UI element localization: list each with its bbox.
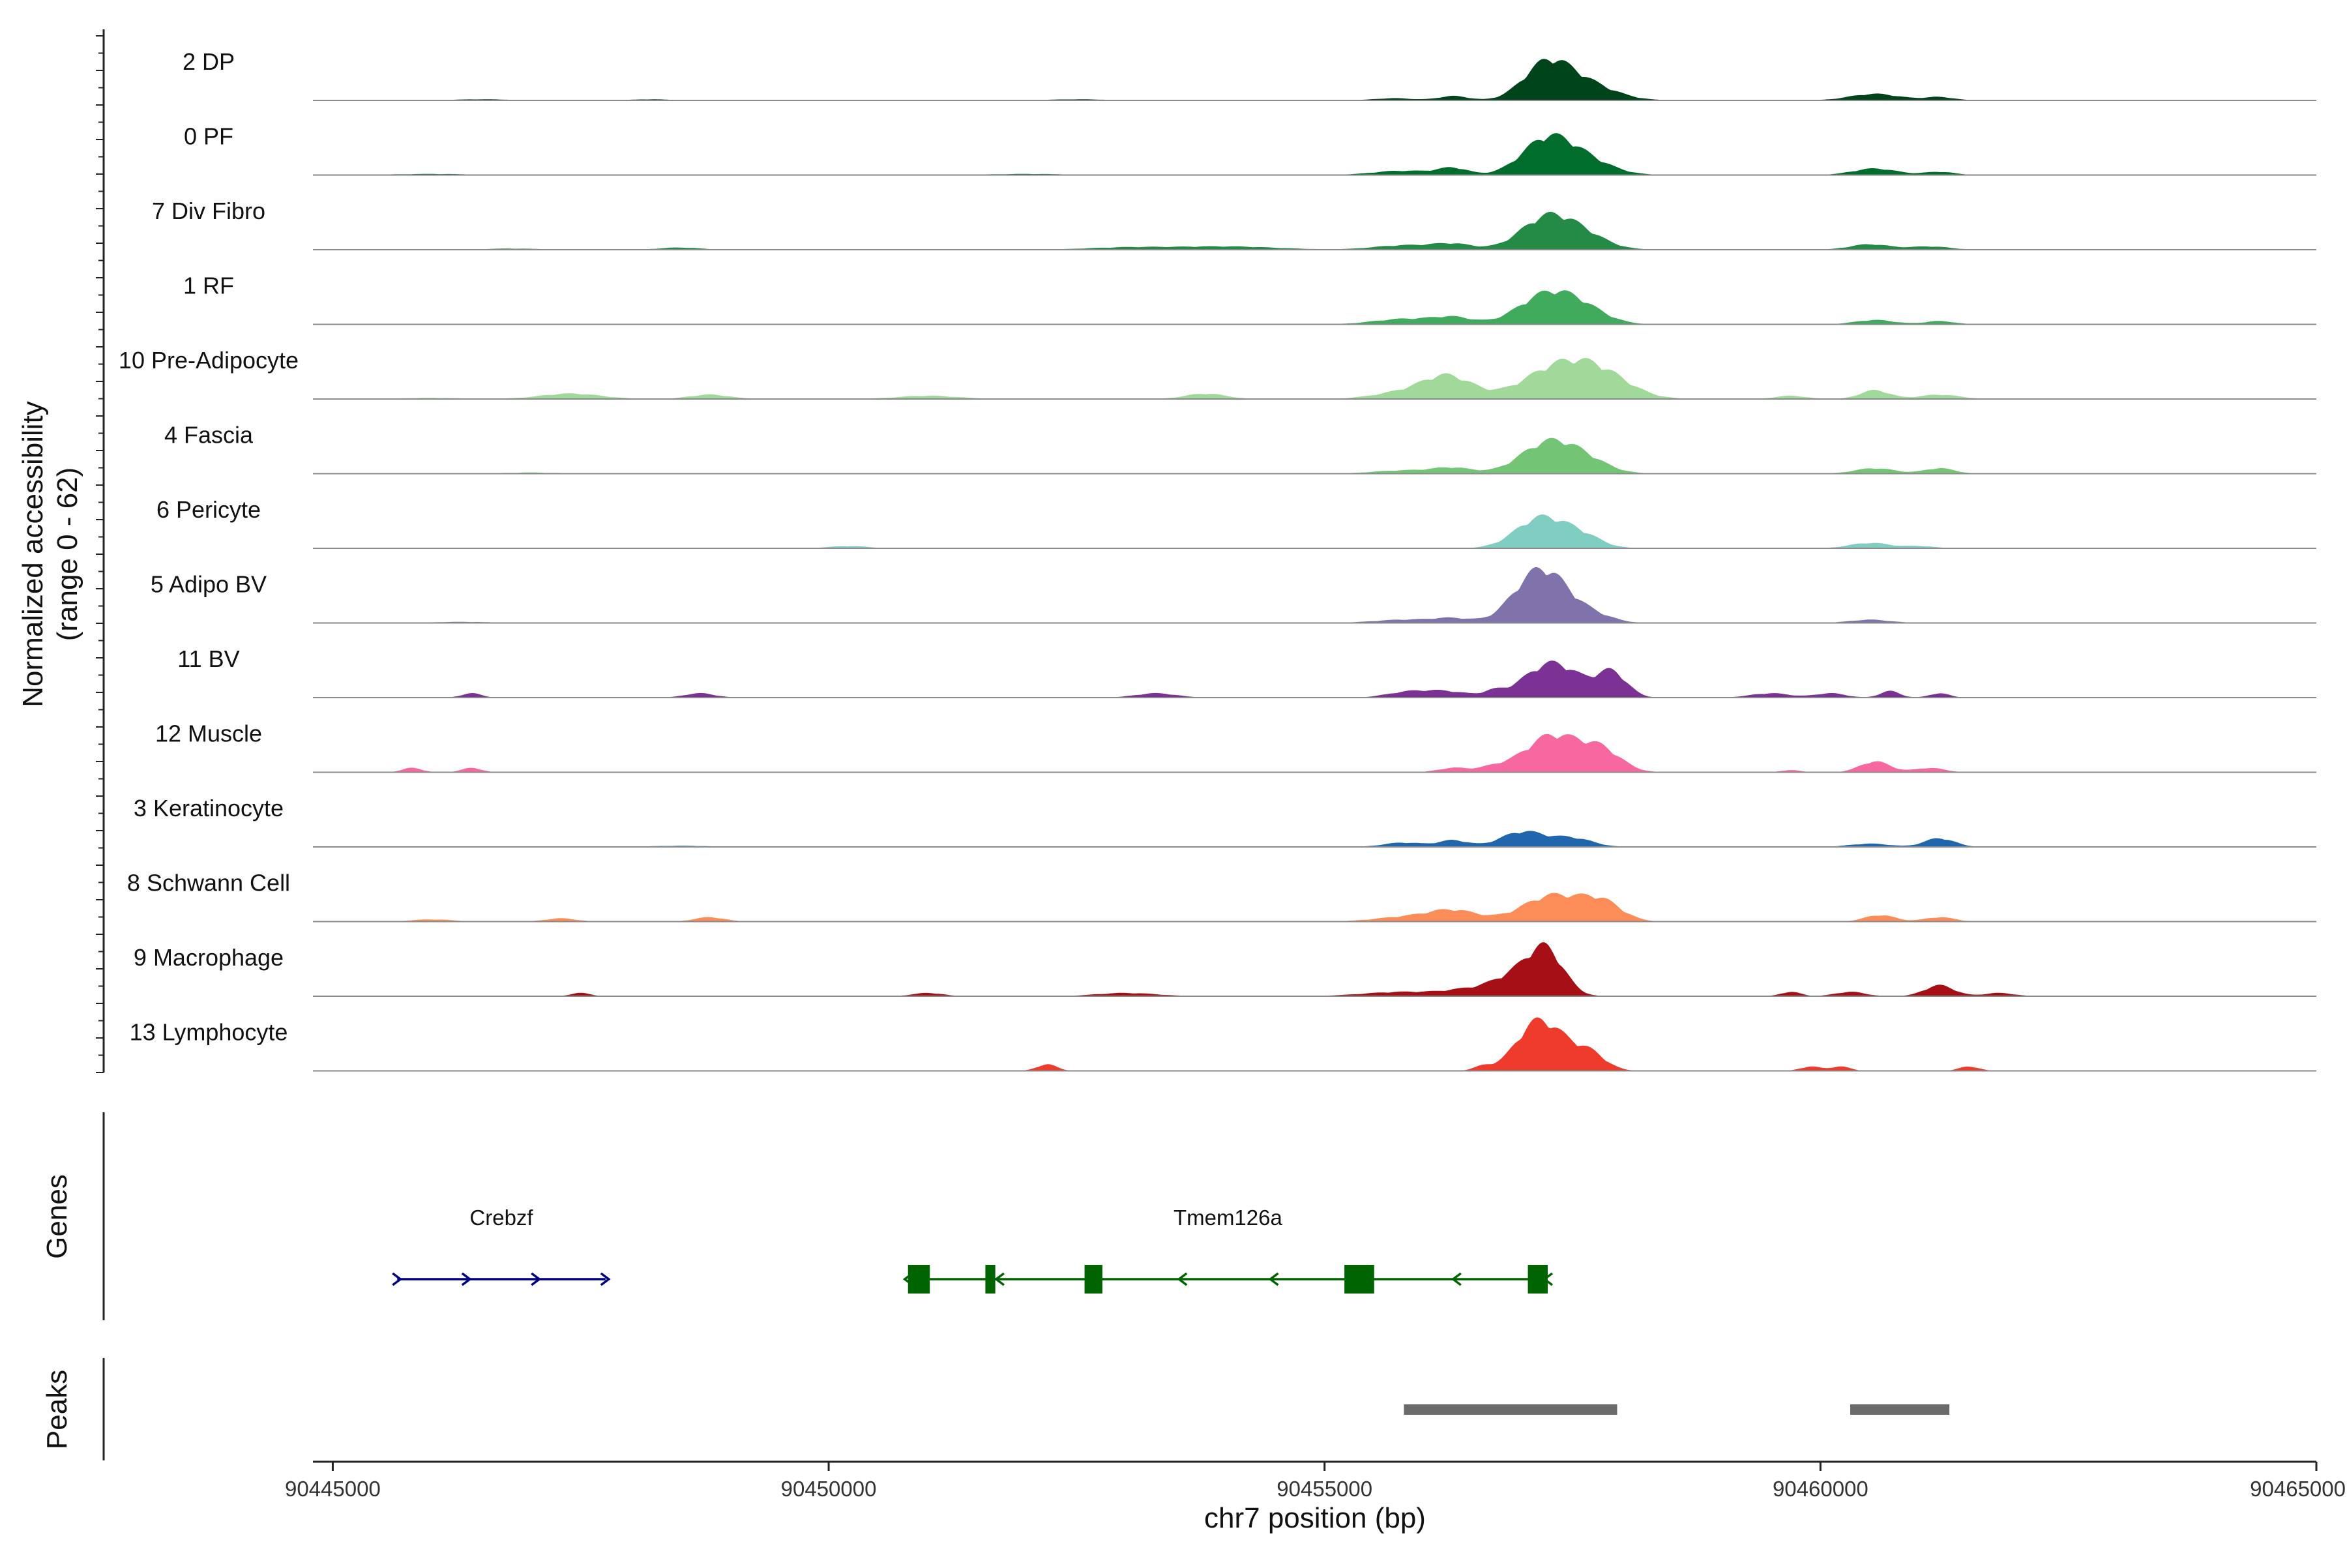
gene-label: Tmem126a xyxy=(1174,1206,1283,1230)
gene-label: Crebzf xyxy=(469,1206,533,1230)
strand-arrow xyxy=(531,1272,542,1286)
track-12: 8 Schwann Cell xyxy=(127,870,2316,923)
y-axis-range-label: (range 0 - 62) xyxy=(52,467,83,642)
gene-tmem126a: Tmem126a xyxy=(902,1206,1554,1294)
exon-block xyxy=(908,1265,930,1294)
track-2: 0 PF xyxy=(184,123,2316,176)
track-4: 1 RF xyxy=(183,273,2316,325)
track-14: 13 Lymphocyte xyxy=(130,1017,2316,1072)
exon-block xyxy=(985,1265,996,1294)
y-axis-title: Normalized accessibility xyxy=(17,401,49,707)
track-3: 7 Div Fibro xyxy=(152,198,2316,250)
exon-block xyxy=(1344,1265,1374,1294)
strand-arrow xyxy=(1177,1272,1188,1286)
track-label: 2 DP xyxy=(183,48,235,75)
track-13: 9 Macrophage xyxy=(134,942,2316,997)
track-label: 4 Fascia xyxy=(164,422,254,449)
genes-axis-title: Genes xyxy=(41,1174,73,1259)
exon-block xyxy=(1084,1265,1102,1294)
track-label: 8 Schwann Cell xyxy=(127,870,290,896)
track-11: 3 Keratinocyte xyxy=(134,795,2316,848)
x-tick-label: 90455000 xyxy=(1277,1477,1372,1501)
peaks-axis-title: Peaks xyxy=(41,1370,73,1449)
strand-arrow xyxy=(461,1272,472,1286)
track-label: 9 Macrophage xyxy=(134,944,284,971)
track-label: 1 RF xyxy=(183,273,234,299)
x-tick-label: 90465000 xyxy=(2250,1477,2346,1501)
track-8: 5 Adipo BV xyxy=(151,567,2316,624)
track-label: 12 Muscle xyxy=(155,720,262,747)
track-6: 4 Fascia xyxy=(164,422,2316,475)
peak-region xyxy=(1850,1404,1950,1415)
track-5: 10 Pre-Adipocyte xyxy=(119,347,2316,400)
track-1: 2 DP xyxy=(183,48,2316,101)
x-tick-label: 90460000 xyxy=(1773,1477,1868,1501)
track-label: 11 BV xyxy=(177,645,239,672)
strand-arrow xyxy=(1451,1272,1462,1286)
track-label: 0 PF xyxy=(184,123,233,150)
x-tick-label: 90450000 xyxy=(781,1477,877,1501)
track-label: 7 Div Fibro xyxy=(152,198,265,224)
strand-arrow xyxy=(994,1272,1005,1286)
track-label: 10 Pre-Adipocyte xyxy=(119,347,299,374)
x-tick-label: 90445000 xyxy=(285,1477,381,1501)
strand-arrow xyxy=(1268,1272,1279,1286)
track-label: 13 Lymphocyte xyxy=(130,1019,288,1046)
track-label: 5 Adipo BV xyxy=(151,571,267,598)
gene-crebzf: Crebzf xyxy=(392,1206,611,1286)
track-10: 12 Muscle xyxy=(155,720,2316,773)
peak-region-track xyxy=(1404,1404,1950,1415)
peak-region xyxy=(1404,1404,1617,1415)
coverage-tracks: 2 DP 0 PF 7 Div Fibro 1 RF 10 Pre-Adipocyte 4… xyxy=(119,48,2316,1072)
exon-block xyxy=(1528,1265,1548,1294)
x-axis-ticks: 90445000 90450000 90455000 90460000 90465000 xyxy=(285,1462,2346,1501)
strand-arrow xyxy=(392,1272,403,1286)
strand-arrow xyxy=(600,1272,611,1286)
track-label: 6 Pericyte xyxy=(156,496,261,523)
x-axis-title: chr7 position (bp) xyxy=(1204,1502,1426,1534)
track-9: 11 BV xyxy=(177,645,2316,698)
gene-annotation-track: Crebzf Tmem126a xyxy=(392,1206,1554,1294)
track-label: 3 Keratinocyte xyxy=(134,795,284,821)
track-7: 6 Pericyte xyxy=(156,496,2316,549)
coverage-y-ticks xyxy=(96,35,104,1073)
